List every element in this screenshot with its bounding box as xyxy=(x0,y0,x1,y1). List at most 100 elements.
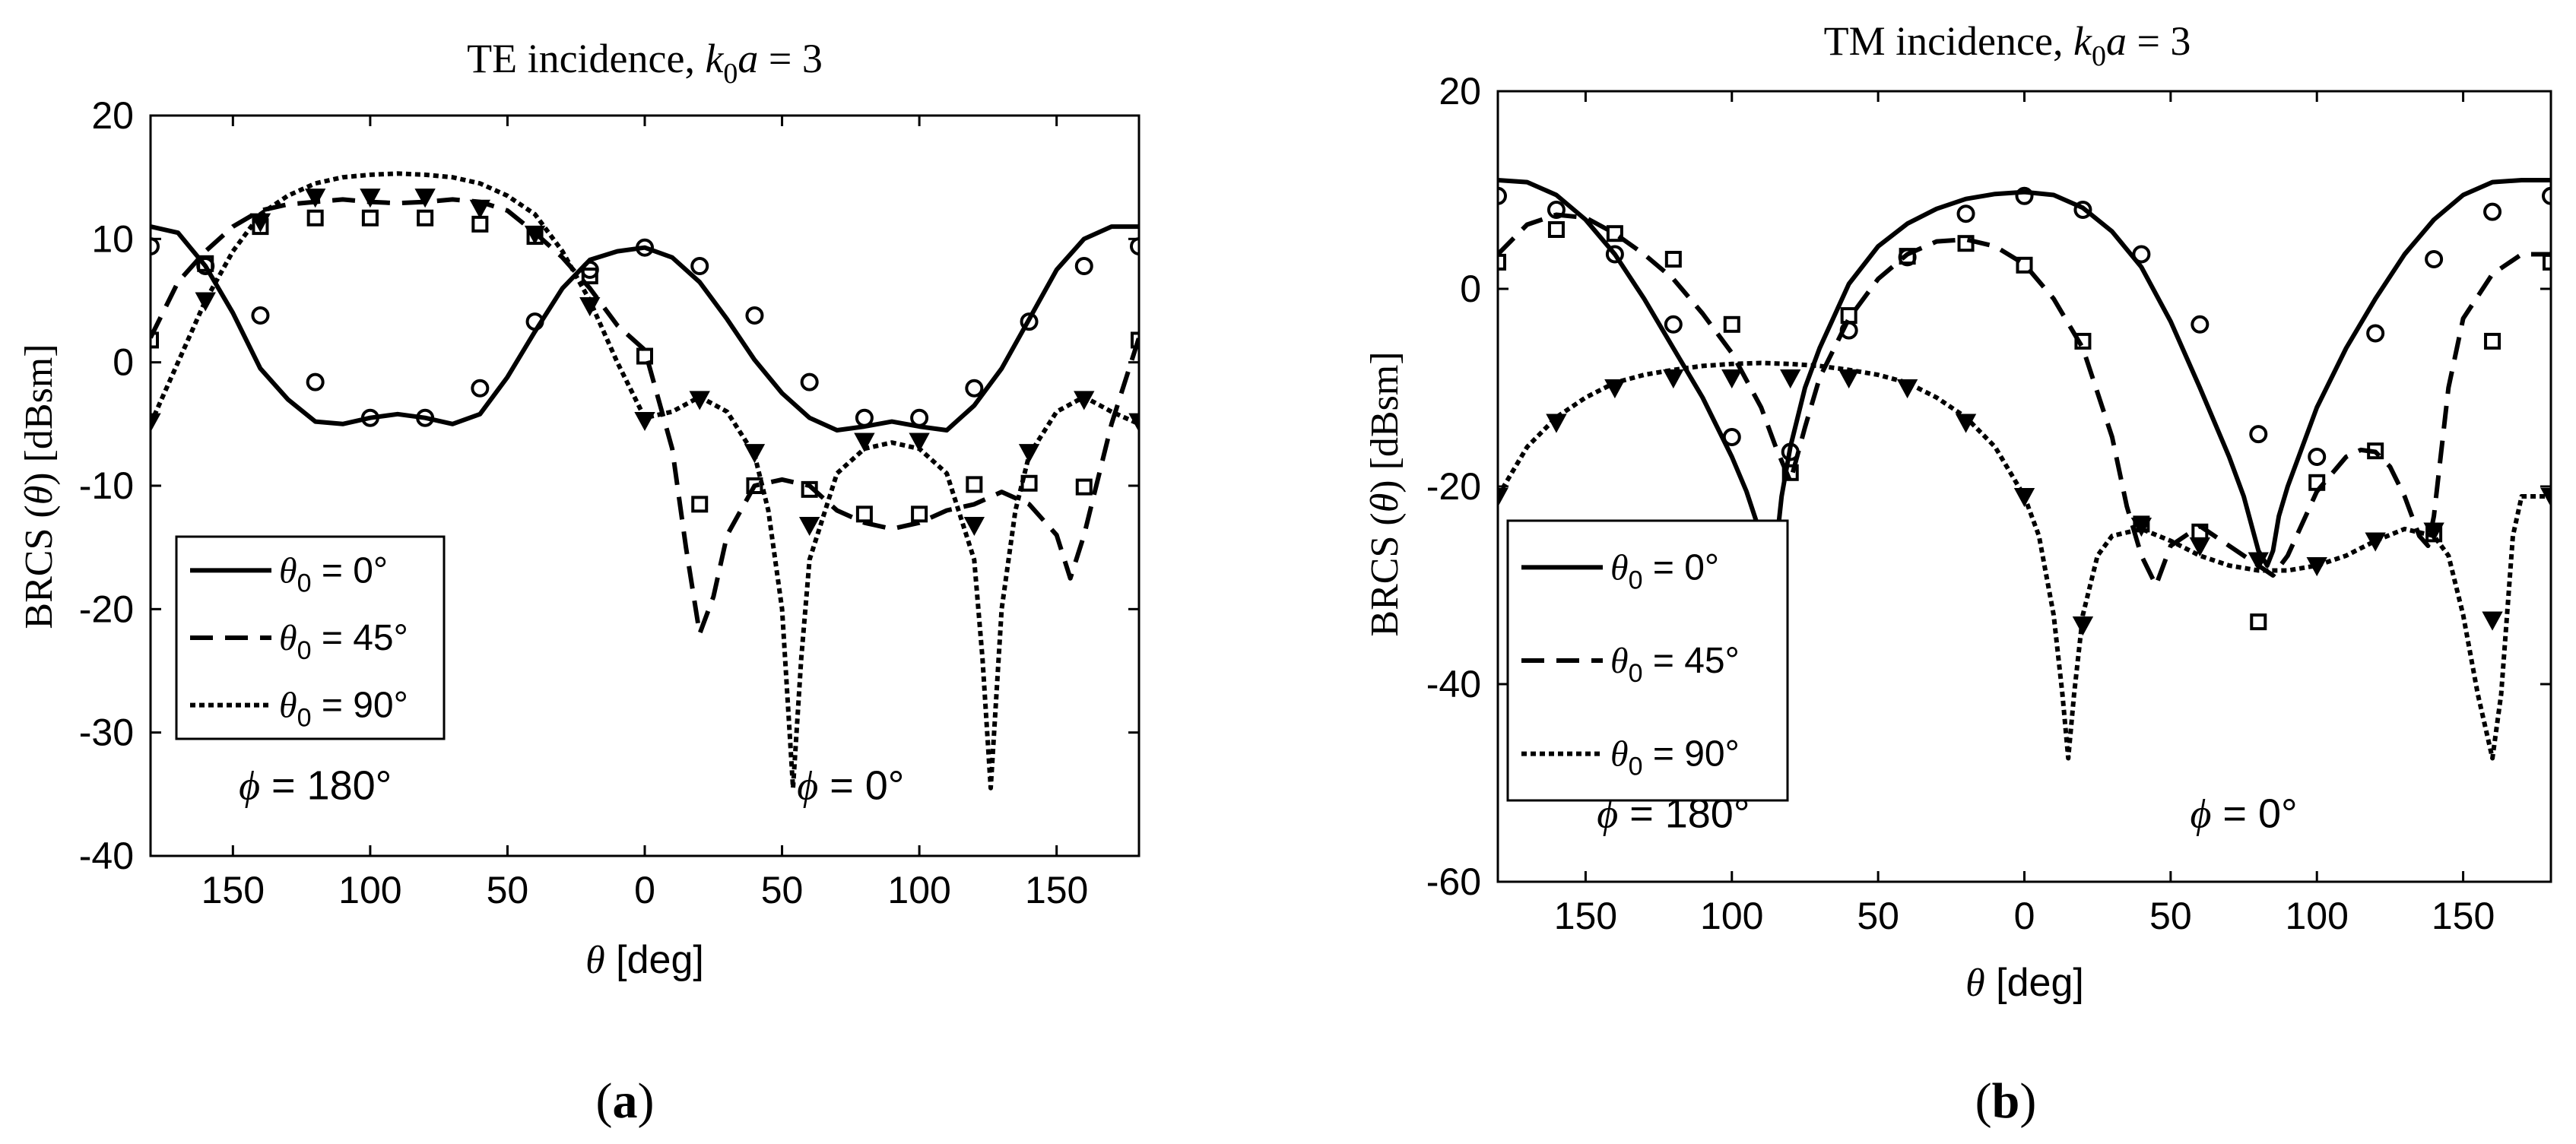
marker-square xyxy=(1020,474,1038,492)
x-tick-label: 150 xyxy=(1025,869,1088,911)
chart-a-title: TE incidence, k0a = 3 xyxy=(467,36,823,90)
marker-square xyxy=(1664,251,1682,268)
marker-circle xyxy=(151,237,160,256)
marker-triangle xyxy=(1498,488,1508,508)
x-tick-label: 50 xyxy=(761,869,804,911)
marker-circle xyxy=(1130,237,1139,256)
marker-triangle xyxy=(689,391,710,410)
marker-triangle xyxy=(151,413,161,433)
marker-square xyxy=(197,255,214,272)
marker-square xyxy=(1075,478,1093,496)
marker-circle xyxy=(1956,204,1975,223)
marker-circle xyxy=(2425,250,2444,268)
marker-triangle xyxy=(1896,379,1918,399)
marker-square xyxy=(691,496,709,513)
marker-square xyxy=(1547,221,1565,238)
series-markers-triangle xyxy=(151,189,1139,537)
marker-triangle xyxy=(1546,414,1567,433)
y-tick-label: -60 xyxy=(1426,860,1481,903)
x-tick-label: 50 xyxy=(487,869,529,911)
x-tick-label: 50 xyxy=(1857,895,1899,937)
marker-triangle xyxy=(1780,369,1801,389)
marker-circle xyxy=(2308,448,2327,466)
marker-triangle xyxy=(963,516,985,537)
marker-circle xyxy=(360,408,379,427)
series-line-dashed xyxy=(1498,212,2551,588)
marker-triangle xyxy=(2423,522,2444,542)
marker-triangle xyxy=(304,189,326,208)
chart-b-title: TM incidence, k0a = 3 xyxy=(1824,18,2191,72)
chart-b-legend: θ0 = 0° θ0 = 45° θ0 = 90° xyxy=(1506,519,1789,802)
marker-square xyxy=(636,347,653,365)
phi-annotation: ϕ = 0° xyxy=(797,762,904,808)
chart-panel-a: TE incidence, k0a = 3 150 100 50 0 50 100 150-… xyxy=(17,36,1140,1129)
marker-circle xyxy=(855,408,874,427)
chart-a-legend: θ0 = 0° θ0 = 45° θ0 = 90° xyxy=(175,535,446,740)
marker-triangle xyxy=(579,296,601,317)
marker-square xyxy=(151,331,159,349)
legend-label: θ0 = 90° xyxy=(1610,734,1740,781)
chart-a-annotations: ϕ = 180° ϕ = 0° xyxy=(239,762,904,808)
marker-circle xyxy=(1605,245,1624,264)
marker-circle xyxy=(1020,312,1039,331)
y-tick-label: -40 xyxy=(79,835,134,877)
marker-square xyxy=(1723,315,1740,333)
chart-a-axes-box xyxy=(149,114,1140,857)
marker-square xyxy=(2074,332,2092,350)
marker-triangle xyxy=(2540,488,2551,508)
y-tick-label: 10 xyxy=(91,217,134,260)
phi-annotation: ϕ = 0° xyxy=(2190,791,2297,837)
chart-a-xlabel: θ [deg] xyxy=(585,938,704,982)
marker-triangle xyxy=(414,189,436,208)
marker-triangle xyxy=(854,433,875,452)
marker-triangle xyxy=(909,433,930,452)
marker-circle xyxy=(745,306,764,325)
marker-circle xyxy=(1074,257,1093,276)
legend-label: θ0 = 45° xyxy=(279,618,408,665)
marker-circle xyxy=(1547,201,1566,219)
marker-triangle xyxy=(1018,444,1040,464)
x-tick-label: 150 xyxy=(2432,895,2495,937)
marker-triangle xyxy=(2189,537,2211,557)
marker-square xyxy=(417,209,434,227)
marker-triangle xyxy=(798,516,820,537)
marker-triangle xyxy=(2130,518,2152,537)
series-line-solid xyxy=(1498,178,2551,568)
marker-circle xyxy=(2073,201,2092,219)
chart-panel-b: TM incidence, k0a = 3 150 100 50 0 50 100 150 -… xyxy=(1363,18,2552,1129)
marker-triangle xyxy=(1838,369,1860,389)
marker-square xyxy=(581,268,598,285)
marker-square xyxy=(1840,307,1857,325)
marker-triangle xyxy=(634,411,655,432)
marker-circle xyxy=(910,408,929,427)
marker-triangle xyxy=(1128,413,1139,433)
legend-label: θ0 = 0° xyxy=(1610,547,1719,594)
marker-circle xyxy=(471,379,490,398)
marker-square xyxy=(855,505,873,523)
marker-triangle xyxy=(249,213,271,233)
series-line-dashed xyxy=(151,197,1139,636)
marker-square xyxy=(966,476,983,493)
marker-triangle xyxy=(2013,488,2035,508)
phi-annotation: ϕ = 180° xyxy=(239,762,392,808)
x-tick-label: 0 xyxy=(2014,895,2035,937)
marker-square xyxy=(2543,253,2551,271)
marker-square xyxy=(1131,331,1139,349)
marker-circle xyxy=(251,306,270,325)
marker-triangle xyxy=(2306,557,2327,577)
series-markers-square xyxy=(151,209,1139,523)
legend-label: θ0 = 0° xyxy=(279,550,388,597)
chart-a-plot-area xyxy=(151,171,1139,791)
marker-square xyxy=(1899,248,1916,265)
marker-triangle xyxy=(469,199,491,219)
x-tick-label: 100 xyxy=(1700,895,1763,937)
marker-circle xyxy=(1498,186,1507,205)
series-markers-circle xyxy=(151,237,1139,427)
marker-circle xyxy=(2249,425,2268,444)
y-tick-label: -20 xyxy=(1426,465,1481,508)
legend-box xyxy=(1506,519,1789,802)
chart-b-plot-area xyxy=(1498,178,2551,761)
marker-circle xyxy=(2132,245,2151,264)
marker-triangle xyxy=(1663,369,1684,389)
